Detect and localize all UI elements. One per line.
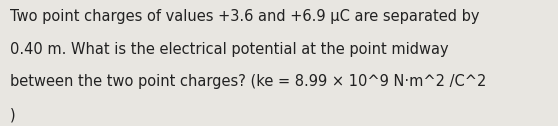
Text: ): ) [10,107,16,122]
Text: between the two point charges? (ke = 8.99 × 10^9 N·m^2 /C^2: between the two point charges? (ke = 8.9… [10,74,487,89]
Text: 0.40 m. What is the electrical potential at the point midway: 0.40 m. What is the electrical potential… [10,42,449,57]
Text: Two point charges of values +3.6 and +6.9 μC are separated by: Two point charges of values +3.6 and +6.… [10,9,479,24]
